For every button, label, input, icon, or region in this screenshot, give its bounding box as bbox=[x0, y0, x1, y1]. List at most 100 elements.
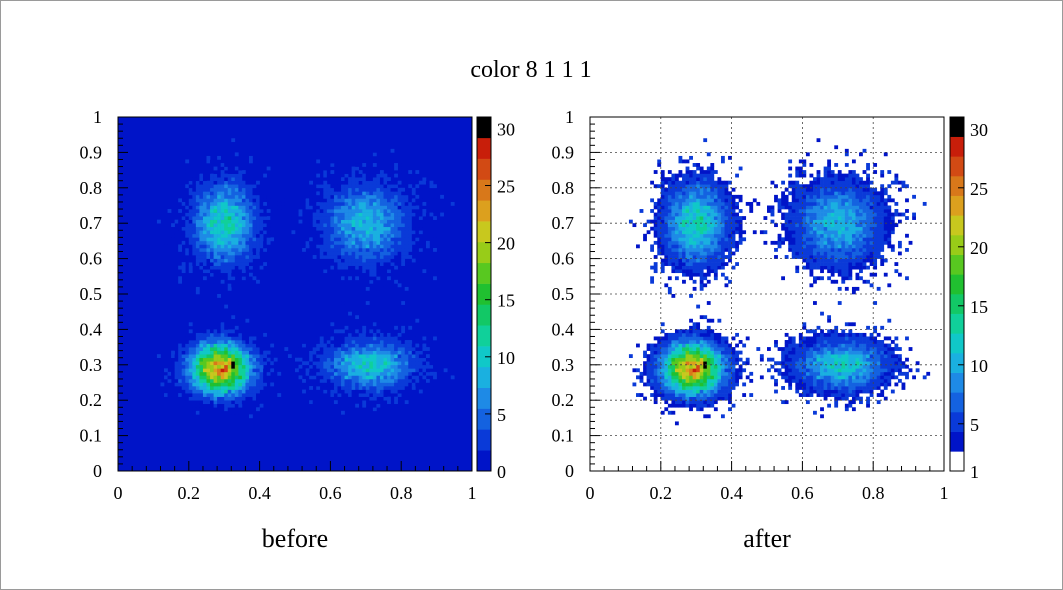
heatmap-cell bbox=[326, 223, 331, 228]
heatmap-cell bbox=[724, 378, 729, 383]
heatmap-cell bbox=[866, 389, 870, 394]
heatmap-cell bbox=[369, 180, 374, 185]
heatmap-cell bbox=[369, 357, 374, 362]
heatmap-cell bbox=[227, 336, 232, 341]
heatmap-cell bbox=[710, 400, 715, 405]
heatmap-cell bbox=[358, 343, 363, 348]
heatmap-cell bbox=[199, 368, 204, 373]
heatmap-cell bbox=[348, 209, 352, 213]
heatmap-cell bbox=[678, 403, 683, 408]
heatmap-cell bbox=[351, 219, 356, 224]
heatmap-cell bbox=[195, 212, 200, 217]
heatmap-cell bbox=[788, 361, 793, 366]
heatmap-cell bbox=[397, 237, 402, 242]
heatmap-cell bbox=[358, 184, 363, 189]
heatmap-cell bbox=[394, 173, 398, 178]
heatmap-cell bbox=[674, 258, 679, 263]
heatmap-cell bbox=[429, 382, 434, 387]
heatmap-cell bbox=[897, 354, 902, 359]
heatmap-cell bbox=[820, 389, 824, 394]
heatmap-cell bbox=[238, 371, 243, 376]
heatmap-cell bbox=[784, 233, 789, 238]
heatmap-cell bbox=[742, 216, 747, 220]
heatmap-cell bbox=[720, 378, 725, 383]
heatmap-cell bbox=[362, 219, 367, 224]
heatmap-cell bbox=[362, 269, 367, 274]
heatmap-cell bbox=[358, 201, 363, 206]
heatmap-cell bbox=[234, 219, 239, 224]
heatmap-cell bbox=[387, 276, 391, 281]
heatmap-cell bbox=[834, 343, 839, 348]
heatmap-cell bbox=[316, 230, 321, 235]
heatmap-cell bbox=[713, 240, 718, 245]
heatmap-cell bbox=[401, 163, 406, 167]
heatmap-cell bbox=[671, 255, 676, 259]
heatmap-cell bbox=[227, 386, 232, 390]
heatmap-cell bbox=[238, 201, 243, 206]
heatmap-cell bbox=[220, 262, 225, 266]
heatmap-cell bbox=[404, 340, 409, 344]
heatmap-cell bbox=[185, 163, 190, 167]
heatmap-cell bbox=[397, 364, 402, 369]
heatmap-cell bbox=[667, 219, 672, 224]
heatmap-cell bbox=[259, 209, 264, 213]
heatmap-cell bbox=[866, 347, 870, 351]
heatmap-cell bbox=[887, 354, 892, 359]
heatmap-cell bbox=[245, 198, 250, 203]
heatmap-cell bbox=[862, 347, 867, 351]
heatmap-cell bbox=[841, 354, 846, 359]
heatmap-cell bbox=[841, 389, 846, 394]
heatmap-cell bbox=[869, 393, 874, 397]
heatmap-cell bbox=[202, 276, 207, 281]
heatmap-cell bbox=[394, 375, 398, 380]
heatmap-cell bbox=[433, 233, 437, 238]
heatmap-cell bbox=[813, 364, 817, 369]
heatmap-cell bbox=[220, 332, 225, 337]
heatmap-cell bbox=[841, 371, 846, 376]
heatmap-cell bbox=[692, 279, 697, 284]
heatmap-cell bbox=[195, 286, 200, 291]
heatmap-cell bbox=[717, 332, 722, 337]
heatmap-cell bbox=[326, 244, 331, 249]
heatmap-cell bbox=[813, 258, 817, 263]
heatmap-cell bbox=[369, 382, 374, 387]
heatmap-cell bbox=[217, 212, 221, 217]
heatmap-cell bbox=[355, 194, 360, 199]
heatmap-cell bbox=[717, 255, 722, 259]
heatmap-cell bbox=[351, 201, 356, 206]
heatmap-cell bbox=[841, 378, 846, 383]
heatmap-cell bbox=[809, 240, 814, 245]
heatmap-cell bbox=[699, 329, 704, 334]
y-tick-label: 0.9 bbox=[80, 142, 103, 162]
heatmap-cell bbox=[834, 347, 839, 351]
heatmap-cell bbox=[252, 255, 257, 259]
heatmap-cell bbox=[227, 255, 232, 259]
heatmap-cell bbox=[805, 216, 810, 220]
heatmap-cell bbox=[358, 240, 363, 245]
heatmap-cell bbox=[355, 329, 360, 334]
heatmap-cell bbox=[227, 237, 232, 242]
heatmap-cell bbox=[199, 382, 204, 387]
heatmap-cell bbox=[685, 251, 690, 256]
heatmap-cell bbox=[337, 184, 342, 189]
heatmap-cell bbox=[678, 233, 683, 238]
heatmap-cell bbox=[202, 343, 207, 348]
heatmap-cell bbox=[788, 382, 793, 387]
heatmap-cell bbox=[816, 378, 821, 383]
heatmap-cell bbox=[387, 177, 391, 182]
heatmap-cell bbox=[866, 378, 870, 383]
heatmap-cell bbox=[696, 407, 701, 412]
heatmap-cell bbox=[252, 191, 257, 196]
heatmap-cell bbox=[355, 357, 360, 362]
heatmap-cell bbox=[657, 350, 662, 355]
heatmap-cell bbox=[188, 389, 193, 394]
heatmap-cell bbox=[372, 371, 377, 376]
heatmap-cell bbox=[383, 343, 388, 348]
heatmap-cell bbox=[664, 262, 669, 266]
heatmap-cell bbox=[379, 226, 384, 231]
heatmap-cell bbox=[248, 230, 253, 235]
heatmap-cell bbox=[248, 247, 253, 252]
heatmap-cell bbox=[319, 375, 324, 380]
heatmap-cell bbox=[252, 233, 257, 238]
heatmap-cell bbox=[859, 237, 863, 242]
